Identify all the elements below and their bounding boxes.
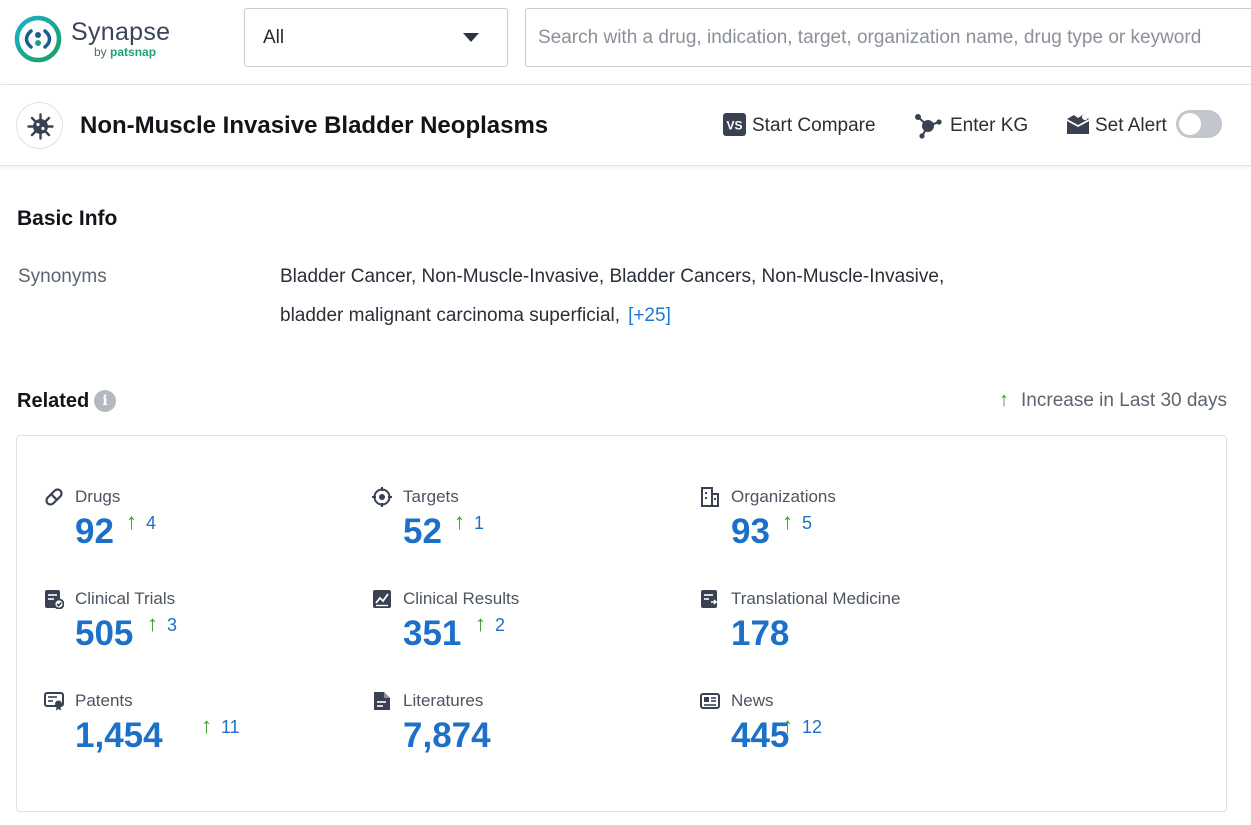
- document-icon: [372, 691, 392, 711]
- disease-avatar: [16, 102, 63, 149]
- alert-toggle[interactable]: [1176, 110, 1222, 138]
- caret-down-icon: [463, 33, 479, 42]
- stat-label: Translational Medicine: [731, 589, 900, 609]
- start-compare-label: Start Compare: [752, 115, 876, 137]
- stat-value: 52: [403, 512, 442, 552]
- byline-prefix: by: [94, 45, 107, 59]
- stat-label: Organizations: [731, 487, 836, 507]
- stat-increase: ↑ 11: [201, 713, 240, 739]
- increase-arrow-icon: ↑: [201, 713, 212, 738]
- stat-value: 351: [403, 614, 461, 654]
- stat-translational-medicine[interactable]: Translational Medicine 178: [700, 589, 1000, 669]
- related-heading: Related: [17, 390, 89, 413]
- increase-arrow-icon: ↑: [454, 509, 465, 534]
- svg-text:VS: VS: [726, 119, 742, 133]
- increase-arrow-icon: ↑: [782, 713, 793, 738]
- stat-label: Targets: [403, 487, 459, 507]
- synapse-logo-icon: [14, 15, 62, 63]
- page-title: Non-Muscle Invasive Bladder Neoplasms: [80, 112, 548, 140]
- patent-icon: [44, 691, 64, 711]
- stat-value: 445: [731, 716, 789, 756]
- stat-increase-count: 12: [802, 717, 822, 737]
- enter-kg-label: Enter KG: [950, 115, 1028, 137]
- stat-increase: ↑1: [454, 509, 484, 535]
- stat-patents[interactable]: Patents 1,454 ↑ 11: [44, 691, 344, 771]
- set-alert-button[interactable]: Set Alert: [1066, 113, 1176, 139]
- increase-legend: ↑ Increase in Last 30 days: [999, 389, 1227, 412]
- pill-icon: [44, 487, 64, 507]
- knowledge-graph-icon: [914, 113, 942, 139]
- synonyms-line-2-text: bladder malignant carcinoma superficial,: [280, 305, 620, 326]
- enter-kg-button[interactable]: Enter KG: [914, 113, 1034, 139]
- related-stats-card: Drugs 92 ↑4 Targets 52 ↑1 Organizations …: [16, 435, 1227, 812]
- stat-increase-count: 2: [495, 615, 505, 635]
- chart-report-icon: [372, 589, 392, 609]
- stat-label: Literatures: [403, 691, 483, 711]
- search-input[interactable]: [538, 23, 1250, 53]
- synonyms-more-link[interactable]: [+25]: [628, 305, 671, 326]
- synapse-logo[interactable]: Synapse by patsnap: [14, 15, 174, 67]
- start-compare-button[interactable]: VS Start Compare: [723, 113, 888, 139]
- brand-byline: by patsnap: [94, 45, 156, 59]
- increase-arrow-icon: ↑: [782, 509, 793, 534]
- info-icon[interactable]: i: [94, 390, 116, 412]
- increase-arrow-icon: ↑: [475, 611, 486, 636]
- byline-brand: patsnap: [110, 45, 156, 59]
- stat-label: Patents: [75, 691, 133, 711]
- stat-value: 7,874: [403, 716, 491, 756]
- stat-literatures[interactable]: Literatures 7,874: [372, 691, 672, 771]
- stat-targets[interactable]: Targets 52 ↑1: [372, 487, 672, 567]
- stat-increase: ↑4: [126, 509, 156, 535]
- indication-header: Non-Muscle Invasive Bladder Neoplasms VS…: [0, 85, 1251, 166]
- stat-value: 1,454: [75, 716, 163, 756]
- increase-legend-text: Increase in Last 30 days: [1021, 390, 1227, 411]
- news-icon: [700, 691, 720, 711]
- clinical-trial-icon: [44, 589, 64, 609]
- stat-increase: ↑5: [782, 509, 812, 535]
- synonyms-label: Synonyms: [18, 266, 107, 288]
- synonyms-line-1: Bladder Cancer, Non-Muscle-Invasive, Bla…: [280, 266, 944, 288]
- top-bar: Synapse by patsnap All: [0, 0, 1251, 85]
- virus-icon: [27, 113, 54, 140]
- synonyms-line-2: bladder malignant carcinoma superficial,…: [280, 305, 671, 327]
- stat-label: News: [731, 691, 774, 711]
- toggle-knob: [1179, 113, 1201, 135]
- building-icon: [700, 487, 720, 507]
- stat-increase: ↑ 12: [782, 713, 822, 739]
- stat-label: Clinical Trials: [75, 589, 175, 609]
- stat-increase-count: 4: [146, 513, 156, 533]
- alert-mail-icon: [1066, 113, 1090, 136]
- search-scope-select[interactable]: All: [244, 8, 508, 67]
- brand-name: Synapse: [71, 18, 170, 47]
- stat-clinical-trials[interactable]: Clinical Trials 505 ↑3: [44, 589, 344, 669]
- increase-arrow-icon: ↑: [147, 611, 158, 636]
- stat-value: 93: [731, 512, 770, 552]
- stat-drugs[interactable]: Drugs 92 ↑4: [44, 487, 344, 567]
- translational-icon: [700, 589, 720, 609]
- stat-value: 505: [75, 614, 133, 654]
- stat-label: Drugs: [75, 487, 120, 507]
- stat-label: Clinical Results: [403, 589, 519, 609]
- stat-increase: ↑2: [475, 611, 505, 637]
- stat-increase-count: 1: [474, 513, 484, 533]
- versus-icon: VS: [723, 113, 746, 136]
- search-box[interactable]: [525, 8, 1251, 67]
- stat-increase: ↑3: [147, 611, 177, 637]
- stat-increase-count: 11: [221, 717, 240, 737]
- stat-increase-count: 3: [167, 615, 177, 635]
- increase-arrow-icon: ↑: [999, 389, 1009, 411]
- set-alert-label: Set Alert: [1095, 115, 1167, 137]
- target-icon: [372, 487, 392, 507]
- stat-value: 178: [731, 614, 789, 654]
- stat-news[interactable]: News 445 ↑ 12: [700, 691, 1000, 771]
- increase-arrow-icon: ↑: [126, 509, 137, 534]
- search-scope-value: All: [263, 27, 284, 49]
- stat-organizations[interactable]: Organizations 93 ↑5: [700, 487, 1000, 567]
- stat-increase-count: 5: [802, 513, 812, 533]
- stat-clinical-results[interactable]: Clinical Results 351 ↑2: [372, 589, 672, 669]
- basic-info-heading: Basic Info: [17, 207, 117, 231]
- stat-value: 92: [75, 512, 114, 552]
